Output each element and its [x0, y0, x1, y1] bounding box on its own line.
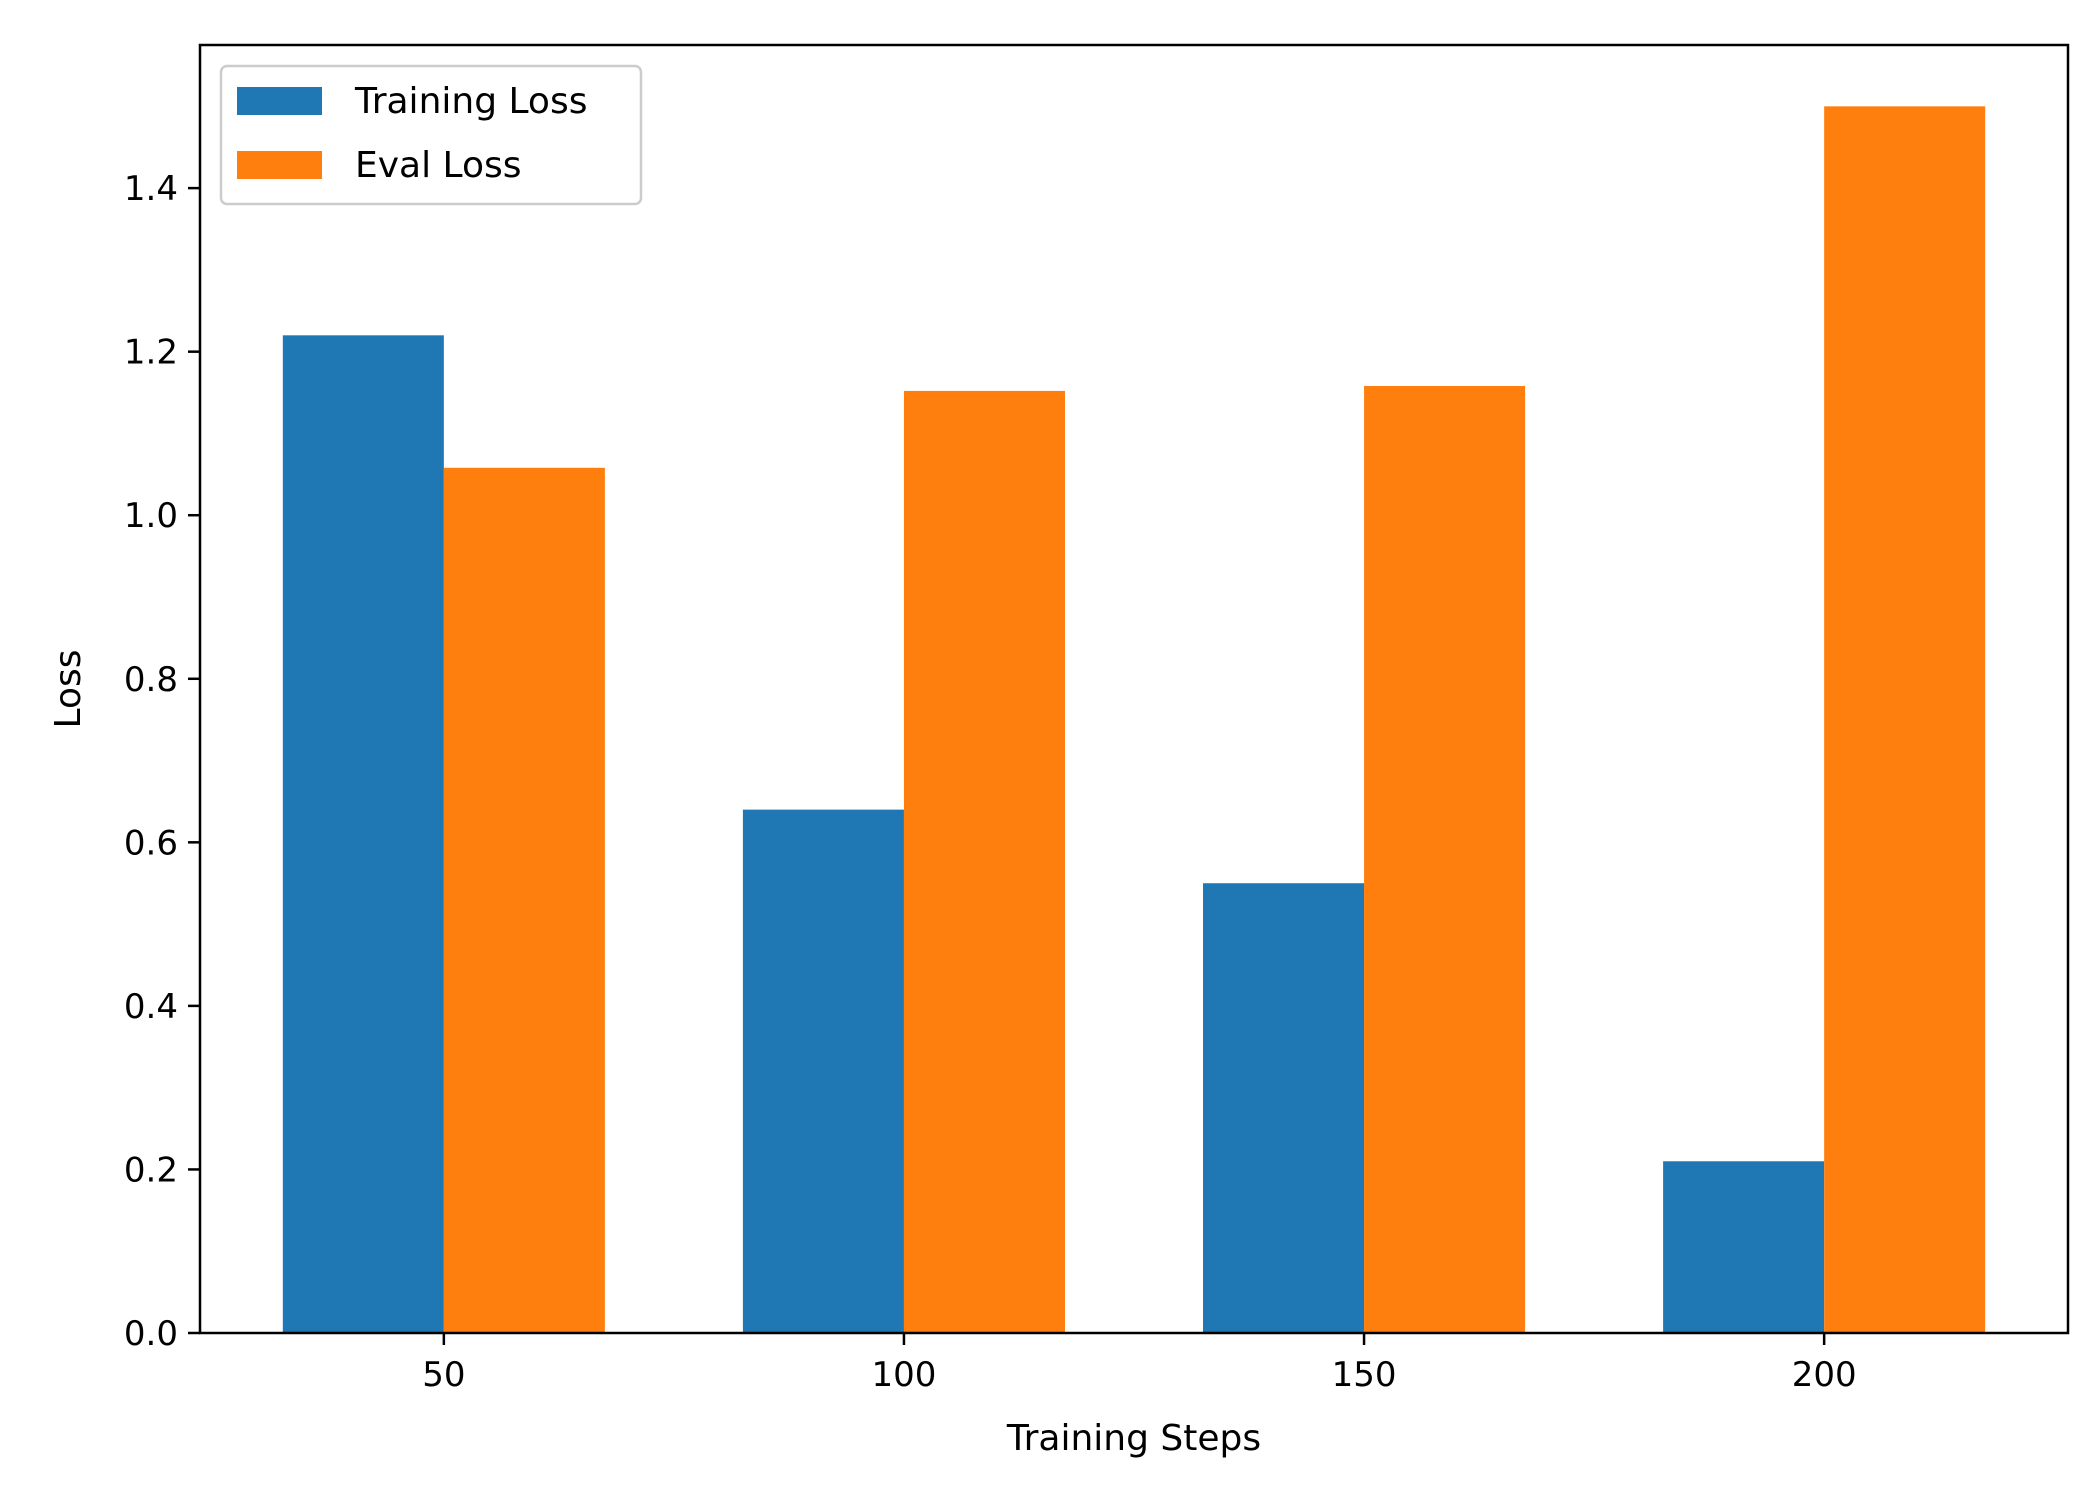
legend-label-training-loss: Training Loss	[354, 81, 587, 122]
bar-training-loss-100	[742, 809, 904, 1333]
y-tick-label: 1.2	[124, 333, 178, 373]
legend-box	[219, 64, 643, 206]
plot-frame	[198, 43, 2070, 1335]
bar-training-loss-50	[282, 335, 444, 1333]
bars	[282, 106, 1986, 1334]
x-axis-label: Training Steps	[1006, 1418, 1261, 1459]
y-tick-label: 0.0	[124, 1314, 178, 1354]
y-tick-label: 0.4	[124, 987, 178, 1027]
x-axis: 50 100 150 200	[422, 1333, 1857, 1395]
y-tick-label: 0.2	[124, 1150, 178, 1190]
legend-label-eval-loss: Eval Loss	[355, 145, 522, 186]
y-axis: 0.0 0.2 0.4 0.6 0.8 1.0 1.2 1.4	[124, 169, 200, 1354]
y-tick-label: 1.4	[124, 169, 178, 209]
x-tick-label: 150	[1332, 1355, 1397, 1395]
bar-eval-loss-150	[1364, 386, 1526, 1334]
bar-training-loss-200	[1663, 1161, 1825, 1333]
legend-swatch-training-loss	[237, 87, 322, 115]
y-tick-label: 1.0	[124, 496, 178, 536]
x-tick-label: 50	[422, 1355, 465, 1395]
legend-swatch-eval-loss	[237, 151, 322, 179]
legend: Training Loss Eval Loss	[219, 64, 643, 206]
x-tick-label: 200	[1792, 1355, 1857, 1395]
y-tick-label: 0.8	[124, 660, 178, 700]
y-axis-label: Loss	[48, 650, 89, 729]
bar-training-loss-150	[1203, 883, 1365, 1333]
bar-eval-loss-200	[1824, 106, 1986, 1333]
x-tick-label: 100	[871, 1355, 936, 1395]
y-tick-label: 0.6	[124, 823, 178, 863]
bar-eval-loss-100	[903, 390, 1065, 1333]
bar-eval-loss-50	[443, 467, 605, 1333]
